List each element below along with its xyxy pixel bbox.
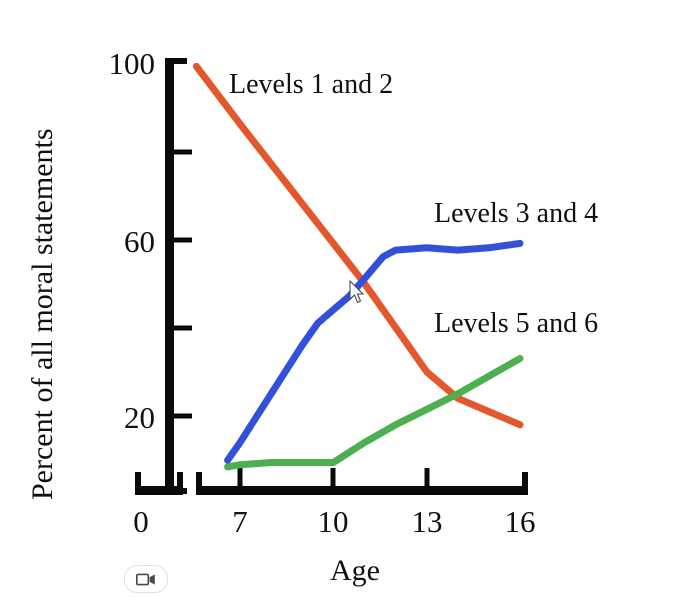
- x-axis-break-right: [196, 472, 202, 495]
- y-tick-label-100: 100: [109, 46, 156, 81]
- x-tick-label-0: 0: [133, 504, 149, 539]
- y-axis-cap-top: [165, 58, 187, 64]
- x-tick-label-13: 13: [412, 504, 443, 539]
- x-axis-spine: [196, 486, 528, 495]
- x-axis-break-left: [177, 472, 183, 495]
- x-tick-label-10: 10: [318, 504, 349, 539]
- x-axis-stub: [135, 486, 183, 495]
- series-labels: Levels 1 and 2 Levels 3 and 4 Levels 5 a…: [229, 69, 598, 339]
- y-axis-title: Percent of all moral statements: [26, 128, 59, 500]
- series-group: [192, 62, 524, 471]
- x-axis: 0 7 10 13 16 Age: [133, 468, 536, 587]
- y-tick-label-60: 60: [124, 224, 155, 259]
- series-line-levels-3-and-4[interactable]: [224, 239, 524, 464]
- series-label-levels-5-and-6: Levels 5 and 6: [434, 308, 598, 339]
- x-tick-label-16: 16: [505, 504, 536, 539]
- y-tick-label-20: 20: [124, 400, 155, 435]
- series-label-levels-1-and-2: Levels 1 and 2: [229, 69, 393, 100]
- series-label-levels-3-and-4: Levels 3 and 4: [434, 198, 598, 229]
- y-axis-spine: [165, 58, 174, 494]
- series-line-levels-5-and-6[interactable]: [224, 355, 524, 471]
- x-axis-title: Age: [330, 554, 380, 587]
- x-axis-cap-right: [522, 472, 528, 495]
- x-tick-label-7: 7: [232, 504, 248, 539]
- y-axis: 100 60 20 Percent of all moral statement…: [26, 46, 192, 500]
- x-axis-stub-cap-left: [135, 472, 141, 495]
